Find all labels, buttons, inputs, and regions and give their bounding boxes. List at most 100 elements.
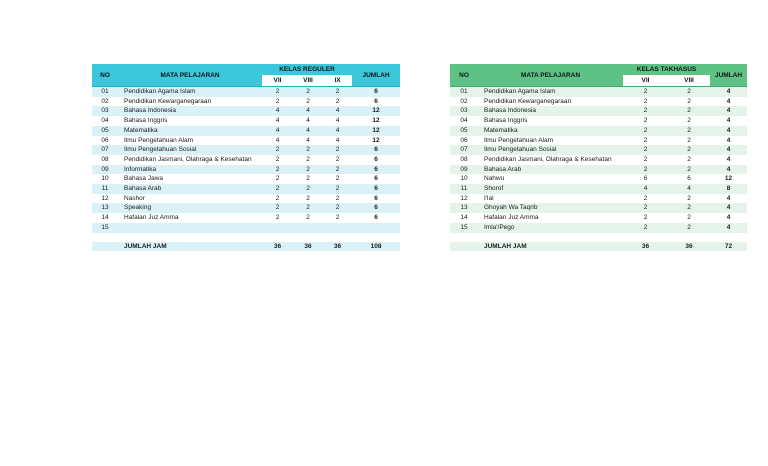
- cell-total: 6: [374, 214, 378, 222]
- total-label: JUMLAH JAM: [118, 241, 262, 252]
- col-header-viii: VIII: [668, 75, 710, 87]
- cell-total: 4: [710, 86, 747, 97]
- cell-total: 4: [726, 117, 731, 125]
- cell-hours: 2: [623, 106, 668, 117]
- total-hours: 36: [623, 241, 668, 252]
- table-row: 14 Hafalan Juz Amma 2 2 4: [450, 213, 747, 223]
- cell-hours: 2: [323, 203, 353, 214]
- cell-no: 02: [460, 97, 468, 105]
- cell-hours: 4: [335, 117, 340, 125]
- cell-hours: 6: [643, 175, 648, 183]
- cell-no: 07: [450, 145, 478, 155]
- cell-no: 01: [92, 86, 118, 97]
- cell-hours: [323, 222, 353, 233]
- cell-hours: 4: [293, 106, 323, 117]
- cell-hours: 2: [643, 136, 648, 144]
- cell-hours: 4: [275, 136, 280, 144]
- cell-no: 11: [92, 184, 118, 194]
- table-row: 13 Speaking 2 2 2 6: [92, 203, 401, 214]
- cell-total: 12: [352, 106, 401, 117]
- cell-no: 08: [101, 155, 109, 163]
- cell-hours: 2: [335, 214, 340, 222]
- col-group-kelas-reguler: KELAS REGULER: [262, 64, 353, 75]
- cell-total: 8: [710, 184, 747, 194]
- cell-subject: Bahasa Inggris: [484, 117, 528, 125]
- table-row: 15: [92, 222, 401, 233]
- cell-hours: 2: [335, 194, 340, 202]
- cell-no: 15: [450, 222, 478, 233]
- cell-hours: 2: [323, 184, 353, 194]
- cell-subject: Pendidikan Jasmani, Olahraga & Kesehatan: [124, 155, 252, 163]
- cell-subject: Speaking: [118, 203, 262, 214]
- cell-total: 6: [352, 86, 401, 97]
- cell-no: 01: [450, 86, 478, 97]
- cell-no: [92, 241, 118, 252]
- cell-subject: Informatika: [118, 164, 262, 175]
- kelas-takhasus-table: NO MATA PELAJARAN KELAS TAKHASUS JUMLAH …: [450, 64, 747, 252]
- cell-subject: Bahasa Indonesia: [118, 106, 262, 117]
- cell-total: 4: [726, 214, 731, 222]
- cell-total: 6: [352, 145, 401, 155]
- total-hours: 36: [293, 241, 323, 252]
- cell-total: 6: [374, 175, 378, 183]
- cell-subject: Matematika: [478, 125, 623, 136]
- col-header-ix: IX: [323, 75, 353, 87]
- col-header-viii: VIII: [293, 75, 323, 87]
- cell-no: 03: [450, 106, 478, 117]
- cell-hours: 2: [335, 155, 340, 163]
- cell-subject: Ilmu Pengetahuan Alam: [484, 136, 554, 144]
- cell-hours: 2: [668, 106, 710, 117]
- kelas-reguler-table: NO MATA PELAJARAN KELAS REGULER JUMLAH V…: [92, 64, 401, 252]
- cell-hours: 2: [335, 175, 340, 183]
- cell-hours: 2: [323, 86, 353, 97]
- cell-hours: 2: [668, 164, 710, 175]
- col-header-no: NO: [450, 64, 478, 87]
- cell-total: 4: [710, 203, 747, 214]
- cell-subject: Pendidikan Kewarganegaraan: [484, 97, 572, 105]
- cell-no: 14: [460, 214, 468, 222]
- cell-no: [450, 241, 478, 252]
- cell-hours: 4: [668, 184, 710, 194]
- col-header-subject: MATA PELAJARAN: [118, 64, 262, 87]
- cell-hours: 2: [293, 203, 323, 214]
- cell-hours: 2: [643, 214, 648, 222]
- cell-total: 12: [724, 175, 733, 183]
- cell-subject: Hafalan Juz Amma: [124, 214, 179, 222]
- cell-no: 04: [460, 117, 468, 125]
- cell-hours: 2: [335, 97, 340, 105]
- total-label: JUMLAH JAM: [478, 241, 623, 252]
- total-hours: 36: [668, 241, 710, 252]
- cell-hours: 2: [262, 86, 293, 97]
- col-header-jumlah: JUMLAH: [710, 64, 747, 87]
- cell-hours: 2: [623, 145, 668, 155]
- cell-hours: 2: [293, 164, 323, 175]
- cell-subject: [118, 222, 262, 233]
- table-row: 10 Bahasa Jawa 2 2 2 6: [92, 174, 400, 184]
- cell-hours: 2: [643, 117, 648, 125]
- cell-total: 6: [352, 164, 401, 175]
- cell-hours: 2: [323, 145, 353, 155]
- table-row: 11 Shorof 4 4 8: [450, 184, 747, 194]
- cell-hours: 4: [262, 106, 293, 117]
- cell-hours: 2: [687, 97, 691, 105]
- table-row: 05 Matematika 4 4 4 12: [92, 125, 401, 136]
- spacer-row: [450, 232, 747, 242]
- total-row: JUMLAH JAM 36 36 72: [450, 241, 747, 252]
- table-row: 07 Ilmu Pengetahuan Sosial 2 2 4: [450, 145, 747, 155]
- cell-hours: 4: [306, 136, 310, 144]
- cell-hours: 4: [275, 117, 280, 125]
- cell-no: 10: [101, 175, 109, 183]
- cell-hours: 2: [623, 164, 668, 175]
- cell-total: 6: [352, 184, 401, 194]
- cell-hours: 2: [293, 86, 323, 97]
- table-row: 02 Pendidikan Kewarganegaraan 2 2 2 6: [92, 97, 400, 107]
- total-hours: 36: [262, 241, 293, 252]
- cell-hours: 2: [668, 203, 710, 214]
- table-row: 14 Hafalan Juz Amma 2 2 2 6: [92, 213, 400, 223]
- total-row: JUMLAH JAM 36 36 36 108: [92, 241, 401, 252]
- grand-total: 108: [352, 241, 401, 252]
- cell-hours: 4: [262, 125, 293, 136]
- cell-no: 11: [450, 184, 478, 194]
- cell-hours: 2: [262, 164, 293, 175]
- cell-hours: 2: [668, 86, 710, 97]
